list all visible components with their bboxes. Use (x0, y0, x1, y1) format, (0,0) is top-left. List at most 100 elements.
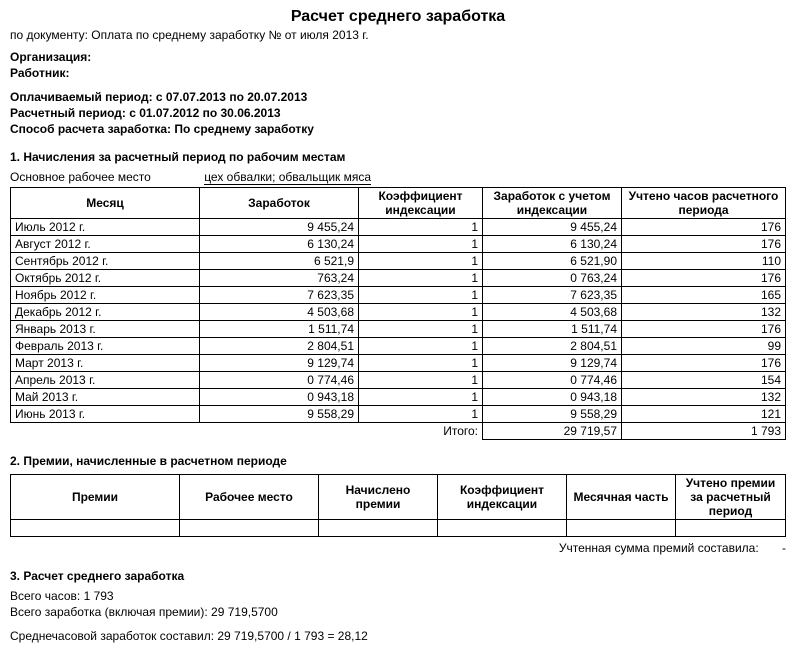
cell-coef: 1 (359, 372, 483, 389)
section-2-heading: 2. Премии, начисленные в расчетном перио… (10, 454, 786, 468)
cell-earn-adj: 0 763,24 (483, 270, 622, 287)
cell-hours: 176 (622, 219, 786, 236)
cell-earn: 9 558,29 (200, 406, 359, 423)
cell-earn-adj: 7 623,35 (483, 287, 622, 304)
col-mpart: Месячная часть (567, 475, 676, 520)
cell-earn: 763,24 (200, 270, 359, 287)
section-1-heading: 1. Начисления за расчетный период по раб… (10, 150, 786, 164)
col-earn: Заработок (200, 188, 359, 219)
cell-month: Ноябрь 2012 г. (11, 287, 200, 304)
cell-earn-adj: 0 943,18 (483, 389, 622, 406)
table-row: Июнь 2013 г.9 558,2919 558,29121 (11, 406, 786, 423)
cell-coef: 1 (359, 355, 483, 372)
cell-hours: 132 (622, 389, 786, 406)
cell-earn-adj: 6 521,90 (483, 253, 622, 270)
table-row: Май 2013 г.0 943,1810 943,18132 (11, 389, 786, 406)
cell-earn: 1 511,74 (200, 321, 359, 338)
col-month: Месяц (11, 188, 200, 219)
bonus-table: Премии Рабочее место Начислено премии Ко… (10, 474, 786, 537)
cell-earn-adj: 1 511,74 (483, 321, 622, 338)
total-label: Итого: (359, 423, 483, 440)
total-hours: Всего часов: 1 793 (10, 589, 786, 603)
table-row: Январь 2013 г.1 511,7411 511,74176 (11, 321, 786, 338)
table-row: Декабрь 2012 г.4 503,6814 503,68132 (11, 304, 786, 321)
cell-month: Июль 2012 г. (11, 219, 200, 236)
paid-period: Оплачиваемый период: с 07.07.2013 по 20.… (10, 90, 786, 104)
cell-hours: 132 (622, 304, 786, 321)
col-place: Рабочее место (180, 475, 319, 520)
table-row: Апрель 2013 г.0 774,4610 774,46154 (11, 372, 786, 389)
cell-coef: 1 (359, 304, 483, 321)
cell-earn-adj: 0 774,46 (483, 372, 622, 389)
page-title: Расчет среднего заработка (10, 8, 786, 26)
cell-earn: 7 623,35 (200, 287, 359, 304)
col-counted: Учтено премии за расчетный период (676, 475, 786, 520)
table-row: Март 2013 г.9 129,7419 129,74176 (11, 355, 786, 372)
cell-earn-adj: 9 558,29 (483, 406, 622, 423)
col-accr: Начислено премии (319, 475, 438, 520)
cell-month: Май 2013 г. (11, 389, 200, 406)
bonus-note-value: - (782, 541, 786, 555)
cell-earn-adj: 9 129,74 (483, 355, 622, 372)
cell-earn: 4 503,68 (200, 304, 359, 321)
col-coef: Коэффициент индексации (359, 188, 483, 219)
cell-earn: 9 455,24 (200, 219, 359, 236)
cell-coef: 1 (359, 219, 483, 236)
bonus-note: Учтенная сумма премий составила: (559, 541, 759, 555)
cell-hours: 176 (622, 270, 786, 287)
table-row: Июль 2012 г.9 455,2419 455,24176 (11, 219, 786, 236)
cell-earn: 6 521,9 (200, 253, 359, 270)
workplace-value: цех обвалки; обвальщик мяса (204, 170, 371, 185)
cell-month: Декабрь 2012 г. (11, 304, 200, 321)
cell-month: Сентябрь 2012 г. (11, 253, 200, 270)
col-prem: Премии (11, 475, 180, 520)
table-row: Ноябрь 2012 г.7 623,3517 623,35165 (11, 287, 786, 304)
table-row: Сентябрь 2012 г.6 521,916 521,90110 (11, 253, 786, 270)
cell-hours: 176 (622, 321, 786, 338)
cell-month: Январь 2013 г. (11, 321, 200, 338)
cell-earn: 6 130,24 (200, 236, 359, 253)
cell-hours: 154 (622, 372, 786, 389)
cell-coef: 1 (359, 338, 483, 355)
table-row (11, 520, 786, 537)
total-hours-cell: 1 793 (622, 423, 786, 440)
cell-hours: 176 (622, 236, 786, 253)
col-hours: Учтено часов расчетного периода (622, 188, 786, 219)
cell-coef: 1 (359, 389, 483, 406)
cell-earn: 0 943,18 (200, 389, 359, 406)
cell-month: Август 2012 г. (11, 236, 200, 253)
cell-hours: 99 (622, 338, 786, 355)
table-row: Август 2012 г.6 130,2416 130,24176 (11, 236, 786, 253)
cell-coef: 1 (359, 287, 483, 304)
cell-earn-adj: 9 455,24 (483, 219, 622, 236)
cell-earn: 9 129,74 (200, 355, 359, 372)
cell-hours: 110 (622, 253, 786, 270)
cell-earn-adj: 2 804,51 (483, 338, 622, 355)
table-row: Октябрь 2012 г.763,2410 763,24176 (11, 270, 786, 287)
total-row: Итого:29 719,571 793 (11, 423, 786, 440)
cell-coef: 1 (359, 270, 483, 287)
col-coef2: Коэффициент индексации (438, 475, 567, 520)
table-row: Февраль 2013 г.2 804,5112 804,5199 (11, 338, 786, 355)
cell-coef: 1 (359, 321, 483, 338)
cell-month: Октябрь 2012 г. (11, 270, 200, 287)
cell-earn: 0 774,46 (200, 372, 359, 389)
col-earn-adj: Заработок с учетом индексации (483, 188, 622, 219)
calc-method: Способ расчета заработка: По среднему за… (10, 122, 786, 136)
total-earn: Всего заработка (включая премии): 29 719… (10, 605, 786, 619)
cell-earn-adj: 4 503,68 (483, 304, 622, 321)
cell-hours: 176 (622, 355, 786, 372)
cell-earn-adj: 6 130,24 (483, 236, 622, 253)
cell-month: Март 2013 г. (11, 355, 200, 372)
org-label: Организация: (10, 50, 786, 64)
section-3-heading: 3. Расчет среднего заработка (10, 569, 786, 583)
cell-coef: 1 (359, 406, 483, 423)
cell-hours: 165 (622, 287, 786, 304)
cell-hours: 121 (622, 406, 786, 423)
cell-coef: 1 (359, 236, 483, 253)
worker-label: Работник: (10, 66, 786, 80)
cell-coef: 1 (359, 253, 483, 270)
avg-hourly: Среднечасовой заработок составил: 29 719… (10, 629, 786, 643)
cell-month: Февраль 2013 г. (11, 338, 200, 355)
workplace-label: Основное рабочее место (10, 170, 151, 184)
